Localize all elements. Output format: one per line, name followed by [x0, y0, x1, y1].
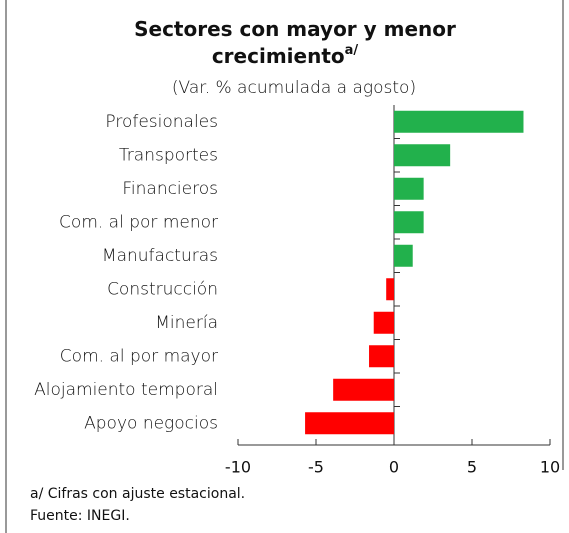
bar: [394, 177, 424, 200]
bar: [394, 244, 413, 267]
title-line: Sectores con mayor y menor: [134, 17, 456, 41]
title-text: Sectores con mayor y menor crecimiento: [134, 17, 456, 68]
x-tick-label: -10: [225, 458, 251, 477]
title-superscript: a/: [345, 43, 359, 58]
title-line: crecimiento: [212, 44, 345, 68]
bar: [373, 311, 394, 334]
x-tick-label: -5: [308, 458, 324, 477]
bar: [386, 278, 394, 301]
y-tick-label: Com. al por menor: [59, 212, 218, 232]
y-tick-label: Apoyo negocios: [84, 413, 218, 433]
y-tick-label: Profesionales: [105, 112, 218, 132]
bar: [394, 144, 451, 167]
chart-subtitle: (Var. % acumulada a agosto): [172, 78, 416, 98]
y-tick-label: Financieros: [122, 179, 218, 199]
note: a/ Cifras con ajuste estacional.: [30, 486, 245, 502]
y-tick-label: Manufacturas: [102, 246, 218, 266]
y-tick-label: Transportes: [119, 145, 218, 165]
chart-title: Sectores con mayor y menor crecimientoa/: [134, 17, 456, 68]
x-tick-label: 10: [540, 458, 560, 477]
bar: [394, 211, 424, 234]
bar: [369, 345, 394, 368]
y-tick-label: Com. al por mayor: [60, 346, 218, 366]
bar: [333, 378, 394, 401]
y-tick-label: Alojamiento temporal: [34, 380, 218, 400]
y-tick-label: Construcción: [107, 279, 218, 299]
note: Fuente: INEGI.: [30, 508, 130, 524]
x-tick-label: 0: [389, 458, 399, 477]
y-tick-label: Minería: [155, 313, 218, 333]
x-tick-label: 5: [467, 458, 477, 477]
bar: [394, 110, 524, 133]
bar: [305, 412, 394, 435]
